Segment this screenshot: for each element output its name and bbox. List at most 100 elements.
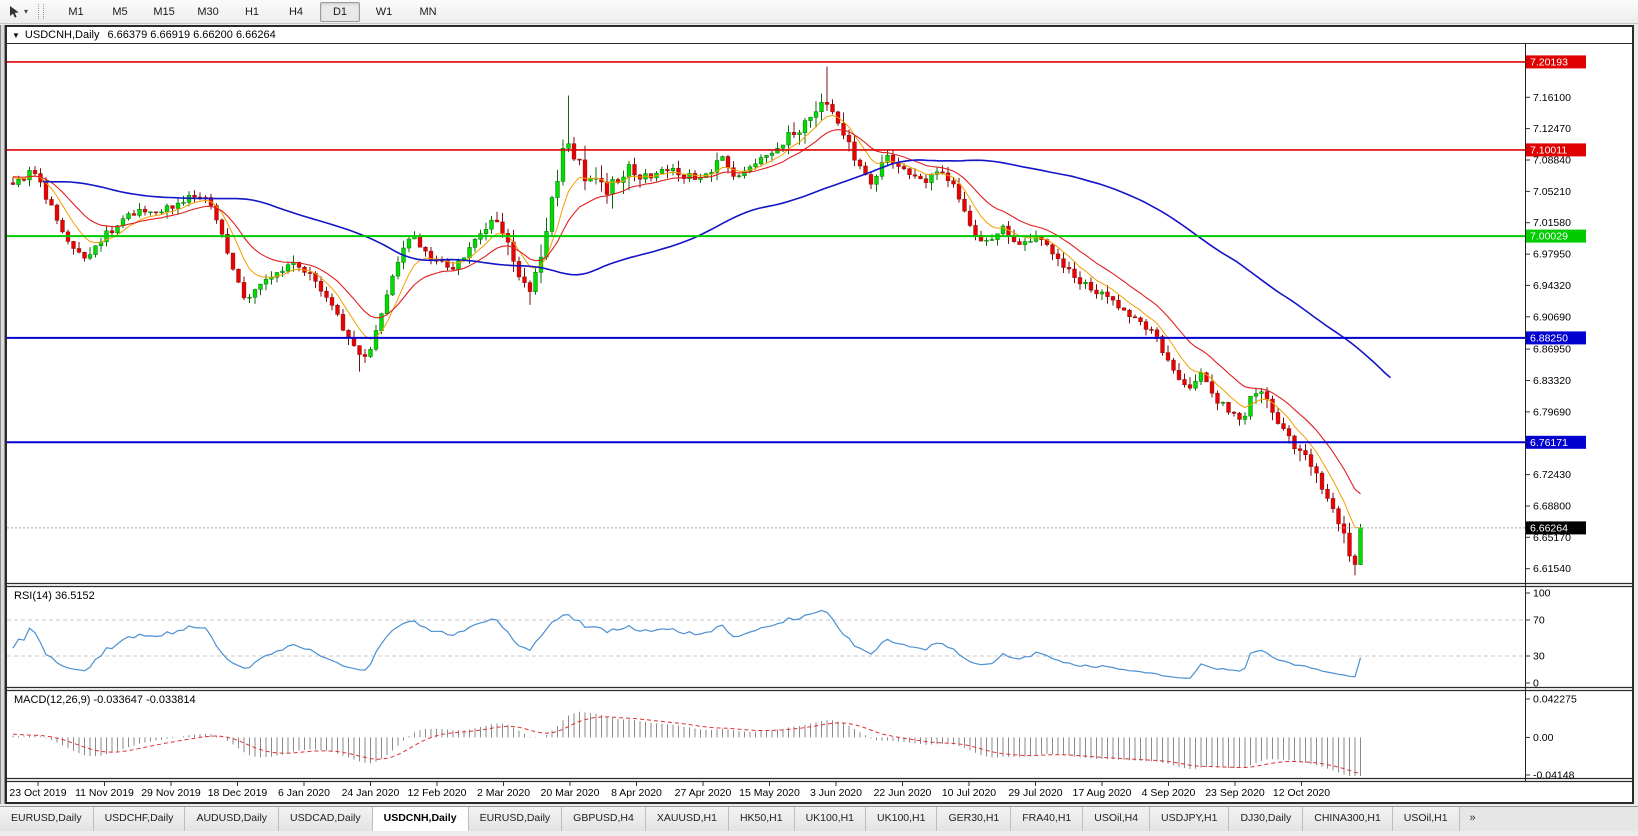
ma-line-mid[interactable] [12, 129, 1361, 495]
svg-text:7.16100: 7.16100 [1533, 92, 1571, 104]
svg-text:6.88250: 6.88250 [1530, 332, 1568, 344]
chart-tab-audusd-daily[interactable]: AUDUSD,Daily [185, 807, 280, 831]
svg-text:24 Jan 2020: 24 Jan 2020 [342, 787, 400, 799]
chart-tab-usdchf-daily[interactable]: USDCHF,Daily [93, 807, 186, 831]
chart-tab-eurusd-daily[interactable]: EURUSD,Daily [468, 807, 563, 831]
svg-text:7.08840: 7.08840 [1533, 154, 1571, 166]
macd-indicator-label: MACD(12,26,9) -0.033647 -0.033814 [14, 694, 196, 706]
chart-canvas[interactable]: 7.20193 7.10011 7.00029 6.88250 6.76171 6.662… [7, 44, 1632, 802]
toolbar-grip[interactable] [38, 4, 45, 19]
svg-text:30: 30 [1533, 651, 1545, 663]
ma-line-slow[interactable] [42, 159, 1392, 379]
svg-text:7.20193: 7.20193 [1530, 56, 1568, 68]
svg-text:7.05210: 7.05210 [1533, 186, 1571, 198]
timeframe-button-w1[interactable]: W1 [375, 5, 393, 18]
chart-tab-usoil-h1[interactable]: USOil,H1 [1392, 807, 1460, 831]
chart-tab-ger30-h1[interactable]: GER30,H1 [937, 807, 1012, 831]
svg-text:6.86950: 6.86950 [1533, 344, 1571, 356]
price-axis-badge: 6.66264 [1526, 521, 1586, 535]
price-axis-badge: 7.10011 [1526, 143, 1586, 157]
timeframe-button-m15[interactable]: M15 [153, 5, 175, 18]
chart-tab-hk50-h1[interactable]: HK50,H1 [728, 807, 795, 831]
svg-text:7.00029: 7.00029 [1530, 231, 1568, 243]
svg-text:6.72430: 6.72430 [1533, 469, 1571, 481]
svg-text:0.042275: 0.042275 [1533, 694, 1577, 706]
chart-tab-usdjpy-h1[interactable]: USDJPY,H1 [1150, 807, 1230, 831]
svg-text:18 Dec 2019: 18 Dec 2019 [208, 787, 268, 799]
chart-tab-china300-h1[interactable]: CHINA300,H1 [1303, 807, 1393, 831]
dropdown-caret-icon[interactable]: ▾ [24, 7, 29, 16]
cursor-arrow-icon [10, 5, 19, 18]
svg-text:6.66264: 6.66264 [1530, 522, 1568, 534]
svg-text:6.83320: 6.83320 [1533, 375, 1571, 387]
svg-text:29 Jul 2020: 29 Jul 2020 [1008, 787, 1062, 799]
rsi-panel: 100 70 30 0 [7, 588, 1551, 690]
chart-tab-usoil-h4[interactable]: USOil,H4 [1083, 807, 1151, 831]
price-axis-badge: 7.20193 [1526, 55, 1586, 69]
timeframe-button-h4[interactable]: H4 [288, 5, 304, 18]
svg-text:23 Sep 2020: 23 Sep 2020 [1205, 787, 1265, 799]
svg-text:8 Apr 2020: 8 Apr 2020 [611, 787, 662, 799]
timeframe-button-m5[interactable]: M5 [112, 5, 128, 18]
svg-text:7.01580: 7.01580 [1533, 217, 1571, 229]
svg-text:2 Mar 2020: 2 Mar 2020 [477, 787, 530, 799]
chart-tab-uk100-h1[interactable]: UK100,H1 [866, 807, 938, 831]
svg-text:-0.04148: -0.04148 [1533, 770, 1575, 782]
chart-tab-uk100-h1[interactable]: UK100,H1 [794, 807, 867, 831]
svg-text:100: 100 [1533, 588, 1551, 600]
svg-text:6.97950: 6.97950 [1533, 249, 1571, 261]
svg-text:3 Jun 2020: 3 Jun 2020 [810, 787, 862, 799]
svg-text:23 Oct 2019: 23 Oct 2019 [9, 787, 66, 799]
svg-text:7.12470: 7.12470 [1533, 123, 1571, 135]
chart-window: ▼ USDCNH,Daily 6.66379 6.66919 6.66200 6… [5, 25, 1634, 804]
timeframe-button-m1[interactable]: M1 [68, 5, 84, 18]
tab-overflow-button[interactable]: » [1469, 812, 1476, 824]
chart-tab-eurusd-daily[interactable]: EURUSD,Daily [0, 807, 94, 831]
svg-text:29 Nov 2019: 29 Nov 2019 [141, 787, 201, 799]
timeframe-button-m30[interactable]: M30 [197, 5, 219, 18]
timeframe-button-d1[interactable]: D1 [320, 1, 361, 22]
svg-text:0.00: 0.00 [1533, 732, 1554, 744]
svg-text:17 Aug 2020: 17 Aug 2020 [1073, 787, 1132, 799]
price-axis: 7.16100 7.12470 7.08840 7.05210 7.01580 6.979… [1525, 92, 1571, 575]
price-axis-badge: 6.76171 [1526, 435, 1586, 449]
svg-text:4 Sep 2020: 4 Sep 2020 [1142, 787, 1196, 799]
ma-line-fast[interactable] [12, 114, 1361, 529]
macd-signal-line [12, 716, 1361, 774]
svg-text:12 Oct 2020: 12 Oct 2020 [1273, 787, 1330, 799]
chart-tab-xauusd-h1[interactable]: XAUUSD,H1 [645, 807, 729, 831]
chart-tab-fra40-h1[interactable]: FRA40,H1 [1011, 807, 1084, 831]
svg-text:0: 0 [1533, 678, 1539, 690]
svg-text:22 Jun 2020: 22 Jun 2020 [874, 787, 932, 799]
svg-text:10 Jul 2020: 10 Jul 2020 [942, 787, 996, 799]
macd-panel: 0.042275 0.00 -0.04148 [12, 694, 1577, 782]
timeframe-toolbar: ▾ M1 M5 M15 M30 H1 H4 D1 W1 MN [0, 0, 1638, 24]
timeframe-button-h1[interactable]: H1 [244, 5, 260, 18]
panel-borders [7, 44, 1632, 783]
chart-tab-usdcad-daily[interactable]: USDCAD,Daily [279, 807, 373, 831]
chart-symbol-title: USDCNH,Daily [24, 29, 100, 41]
svg-text:70: 70 [1533, 615, 1545, 627]
svg-text:6.76171: 6.76171 [1530, 437, 1568, 449]
chart-tab-usdcnh-daily[interactable]: USDCNH,Daily [372, 807, 469, 831]
timeframe-buttons: M1 M5 M15 M30 H1 H4 D1 W1 MN [54, 1, 450, 22]
chart-cursor-icon[interactable] [4, 3, 24, 21]
svg-text:6.65170: 6.65170 [1533, 532, 1571, 544]
collapse-triangle-icon[interactable]: ▼ [12, 30, 20, 40]
rsi-indicator-label: RSI(14) 36.5152 [14, 590, 95, 602]
rsi-line [12, 609, 1362, 679]
svg-text:6.94320: 6.94320 [1533, 280, 1571, 292]
window-left-gutter [0, 25, 5, 804]
svg-text:27 Apr 2020: 27 Apr 2020 [675, 787, 732, 799]
svg-text:15 May 2020: 15 May 2020 [739, 787, 800, 799]
date-axis: 23 Oct 2019 11 Nov 2019 29 Nov 2019 18 Dec … [9, 781, 1330, 799]
chart-title-row: ▼ USDCNH,Daily 6.66379 6.66919 6.66200 6… [7, 27, 1632, 44]
svg-text:6.68800: 6.68800 [1533, 500, 1571, 512]
timeframe-button-mn[interactable]: MN [419, 5, 437, 18]
svg-text:6.90690: 6.90690 [1533, 311, 1571, 323]
chart-tab-dj30-daily[interactable]: DJ30,Daily [1229, 807, 1304, 831]
svg-text:6 Jan 2020: 6 Jan 2020 [278, 787, 330, 799]
price-axis-badge: 6.88250 [1526, 331, 1586, 345]
svg-text:12 Feb 2020: 12 Feb 2020 [408, 787, 467, 799]
chart-tab-gbpusd-h4[interactable]: GBPUSD,H4 [562, 807, 646, 831]
